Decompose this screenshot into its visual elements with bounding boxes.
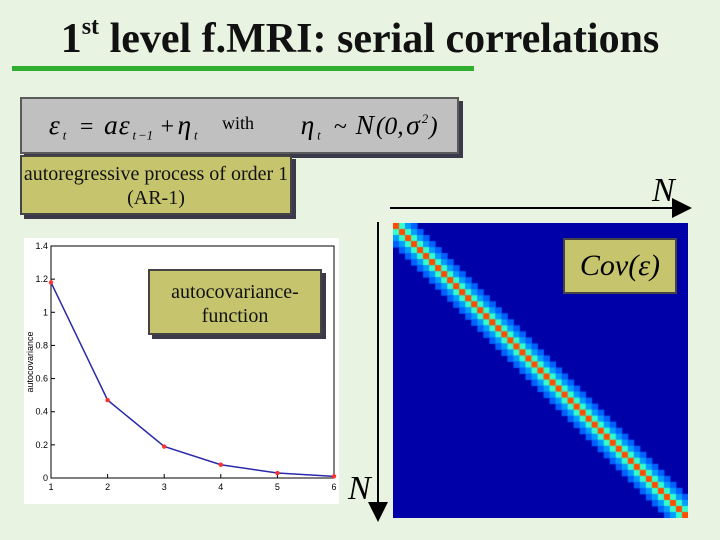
ar-note-box: autoregressive process of order 1 (AR-1) bbox=[20, 155, 292, 215]
data-point bbox=[105, 397, 110, 403]
svg-text:ε: ε bbox=[119, 109, 130, 140]
svg-text:t: t bbox=[194, 129, 198, 143]
data-point bbox=[218, 462, 223, 467]
x-tick-label: 5 bbox=[275, 482, 280, 492]
x-tick-label: 3 bbox=[162, 482, 167, 492]
svg-text:2: 2 bbox=[422, 112, 429, 126]
svg-text:η: η bbox=[301, 109, 315, 140]
y-tick-label: 1.2 bbox=[35, 274, 48, 284]
svg-text:): ) bbox=[427, 111, 438, 140]
y-tick-label: 0.2 bbox=[35, 440, 48, 450]
acv-note-text: autocovariance-function bbox=[171, 281, 299, 327]
svg-text:N: N bbox=[355, 109, 376, 140]
data-point bbox=[275, 470, 280, 476]
n-top-label: N bbox=[652, 172, 675, 209]
x-tick-label: 1 bbox=[48, 482, 53, 492]
y-tick-label: 0.6 bbox=[35, 374, 48, 384]
svg-text:t: t bbox=[133, 129, 137, 143]
svg-text:σ: σ bbox=[406, 109, 421, 140]
series-line bbox=[50, 282, 335, 478]
title-superscript: st bbox=[81, 14, 100, 40]
title-rest: level f.MRI: serial correlations bbox=[99, 16, 660, 62]
svg-text:=: = bbox=[78, 114, 94, 140]
autocovariance-chart: 0 0.2 0.4 0.6 0.8 1 1.2 1.4 1 2 3 4 5 6 autocovariance bbox=[25, 241, 337, 492]
data-point bbox=[48, 280, 54, 285]
equation-with: with bbox=[222, 113, 255, 133]
svg-text:ε: ε bbox=[49, 109, 60, 140]
svg-text:t: t bbox=[317, 129, 321, 143]
svg-text:−1: −1 bbox=[138, 129, 153, 143]
cov-label-box: Cov(ε) bbox=[563, 238, 677, 294]
y-tick-label: 0.4 bbox=[35, 407, 48, 417]
data-point bbox=[162, 444, 167, 449]
plot-curve bbox=[48, 280, 337, 479]
svg-text:~: ~ bbox=[334, 114, 347, 140]
y-tick-label: 1.4 bbox=[35, 241, 48, 251]
n-side-label: N bbox=[348, 470, 371, 507]
svg-text:η: η bbox=[178, 109, 192, 140]
y-axis-label: autocovariance bbox=[25, 331, 35, 392]
equation-formula: ε t = a ε t −1 + η t η t ~ N (0, σ 2 ) bbox=[49, 109, 438, 143]
svg-text:(0,: (0, bbox=[376, 111, 404, 140]
y-tick-label: 1 bbox=[43, 307, 48, 317]
plot-axes: 0 0.2 0.4 0.6 0.8 1 1.2 1.4 1 2 3 4 5 6 autocovariance bbox=[25, 241, 337, 492]
ar-note-text: autoregressive process of order 1 (AR-1) bbox=[23, 163, 289, 209]
y-tick-label: 0 bbox=[43, 473, 48, 483]
data-point bbox=[331, 474, 337, 479]
x-tick-label: 2 bbox=[105, 482, 110, 492]
y-tick-label: 0.8 bbox=[35, 340, 48, 350]
title-underline bbox=[12, 66, 474, 71]
title-prefix: 1 bbox=[60, 16, 82, 62]
equation-box: ε t = a ε t −1 + η t η t ~ N (0, σ 2 ) w… bbox=[20, 97, 459, 154]
svg-text:+: + bbox=[159, 114, 175, 140]
acv-note-box: autocovariance-function bbox=[148, 269, 322, 335]
x-tick-label: 4 bbox=[218, 482, 223, 492]
x-tick-label: 6 bbox=[331, 482, 336, 492]
slide-title: 1st level f.MRI: serial correlations bbox=[0, 14, 720, 63]
cov-label: Cov(ε) bbox=[579, 249, 661, 282]
plot-frame bbox=[50, 245, 335, 479]
svg-text:a: a bbox=[104, 109, 118, 140]
svg-text:t: t bbox=[63, 129, 67, 143]
